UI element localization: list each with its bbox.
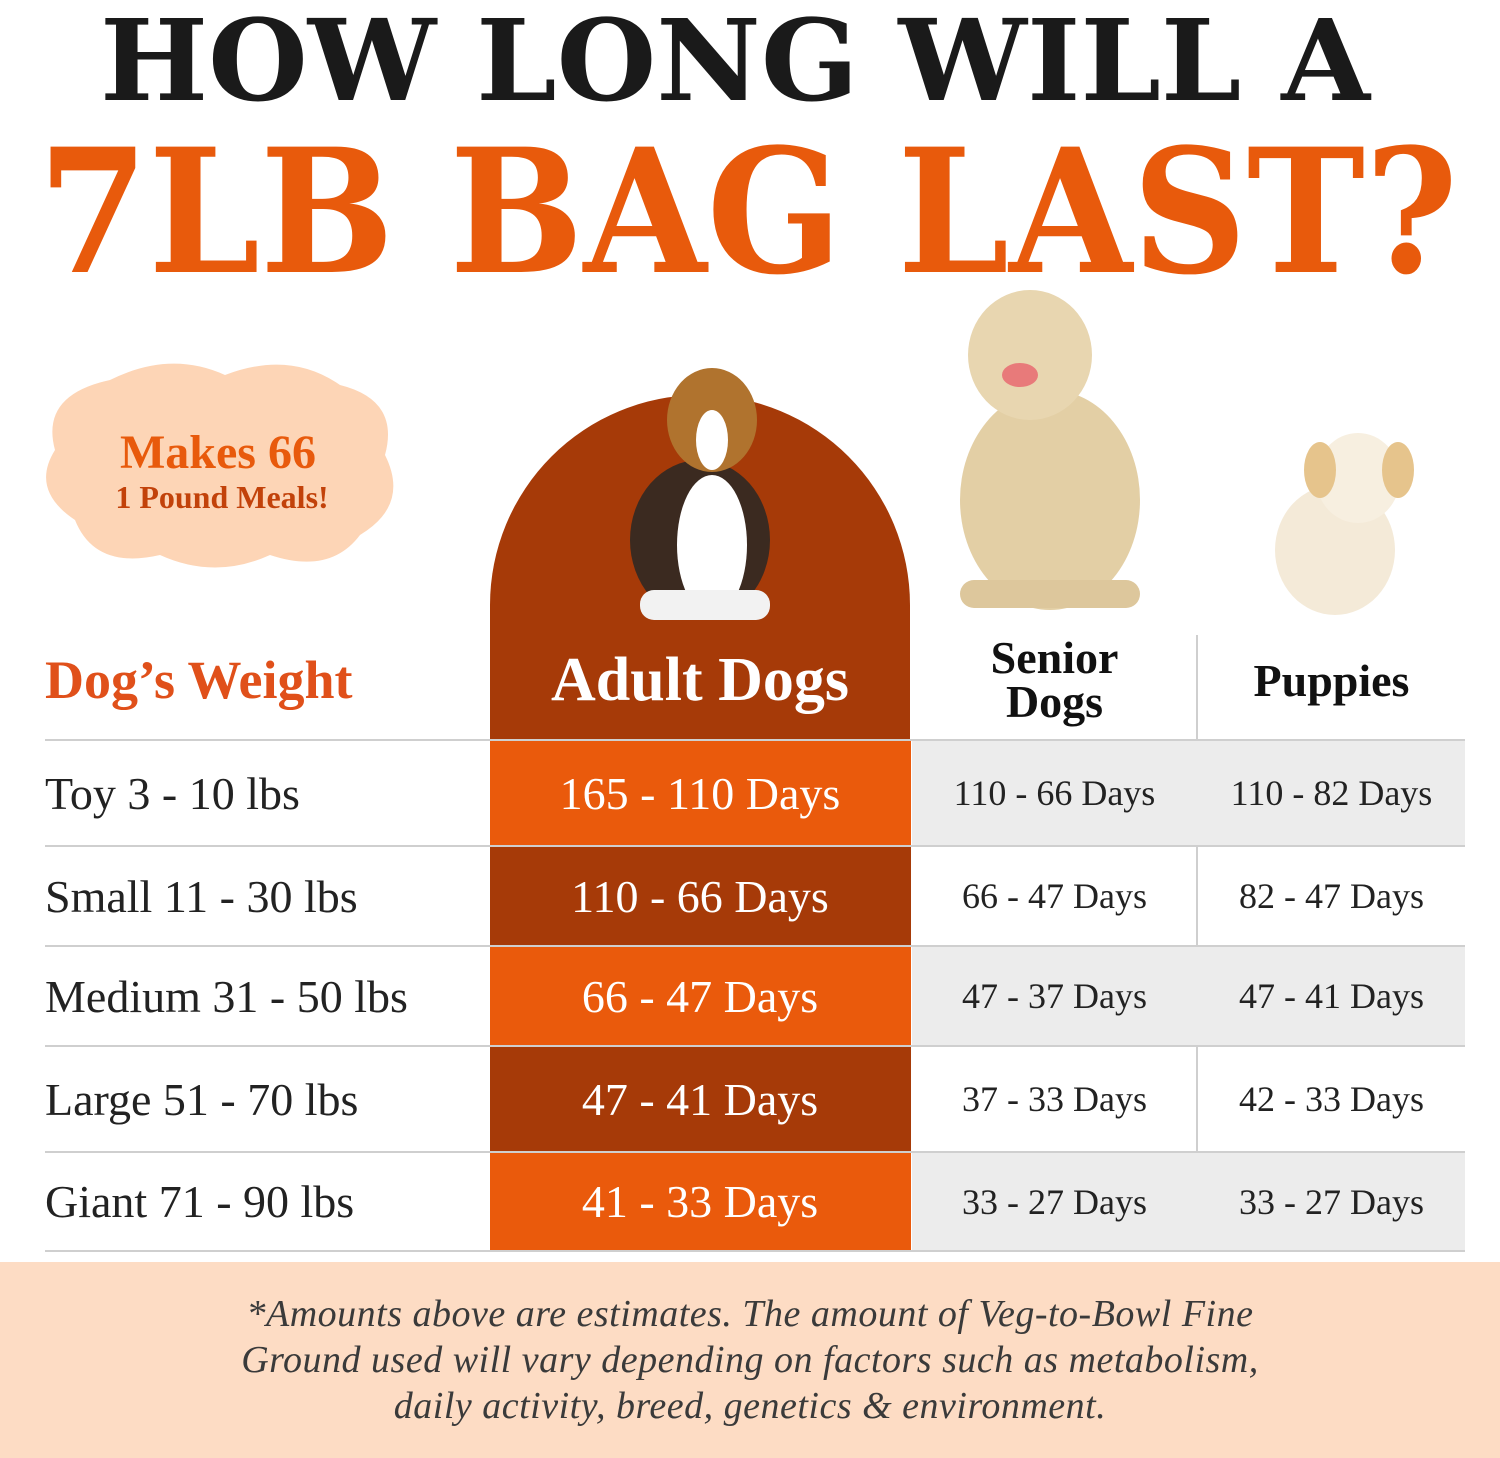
- weight-label: Giant 71 - 90 lbs: [45, 1176, 355, 1227]
- adult-cell-bg: [490, 846, 911, 946]
- adult-dog: [630, 368, 770, 620]
- weight-label: Large 51 - 70 lbs: [45, 1073, 359, 1125]
- puppy: [1275, 433, 1414, 615]
- badge-line2: 1 Pound Meals!: [115, 479, 328, 515]
- footnote-band: [0, 1262, 1500, 1458]
- duration: 66 - 47 Days: [962, 876, 1147, 916]
- adult-cell-bg: [490, 1046, 911, 1152]
- duration: 47 - 37 Days: [962, 976, 1147, 1016]
- weight-label: Small 11 - 30 lbs: [45, 870, 358, 922]
- footnote-line: daily activity, breed, genetics & enviro…: [393, 1385, 1107, 1427]
- duration: 110 - 66 Days: [571, 870, 829, 922]
- duration: 37 - 33 Days: [962, 1079, 1147, 1119]
- duration: 41 - 33 Days: [581, 1176, 819, 1227]
- title-line1: HOW LONG WILL A: [100, 0, 1372, 127]
- title-line2: 7LB BAG LAST?: [38, 110, 1458, 313]
- adult-cell-bg: [490, 1152, 911, 1251]
- weight-label: Toy 3 - 10 lbs: [45, 767, 300, 819]
- weight-label: Medium 31 - 50 lbs: [45, 970, 408, 1022]
- adult-cell-bg: [490, 946, 911, 1046]
- duration: 110 - 66 Days: [953, 773, 1156, 813]
- badge-blob: [46, 363, 394, 568]
- column-header: Adult Dogs: [550, 645, 849, 714]
- column-header: Dog’s Weight: [45, 650, 353, 710]
- gray-cell-bg: [912, 1153, 1465, 1250]
- duration: 33 - 27 Days: [1239, 1181, 1424, 1222]
- gray-cell-bg: [912, 947, 1465, 1045]
- duration: 47 - 41 Days: [1239, 976, 1424, 1016]
- gray-cell-bg: [912, 741, 1465, 845]
- footnote-line: Ground used will vary depending on facto…: [241, 1339, 1259, 1381]
- badge-line1: Makes 66: [120, 426, 316, 479]
- duration: 33 - 27 Days: [962, 1181, 1147, 1222]
- duration: 66 - 47 Days: [581, 970, 819, 1022]
- column-header: Puppies: [1253, 654, 1410, 706]
- duration: 47 - 41 Days: [581, 1073, 819, 1125]
- duration: 42 - 33 Days: [1239, 1079, 1424, 1119]
- duration: 82 - 47 Days: [1239, 876, 1424, 916]
- footnote-line: *Amounts above are estimates. The amount…: [246, 1293, 1254, 1335]
- senior-dog: [960, 290, 1140, 610]
- duration: 165 - 110 Days: [559, 767, 841, 819]
- column-header: Senior Dogs: [990, 632, 1119, 727]
- duration: 110 - 82 Days: [1230, 773, 1433, 813]
- adult-cell-bg: [490, 740, 911, 846]
